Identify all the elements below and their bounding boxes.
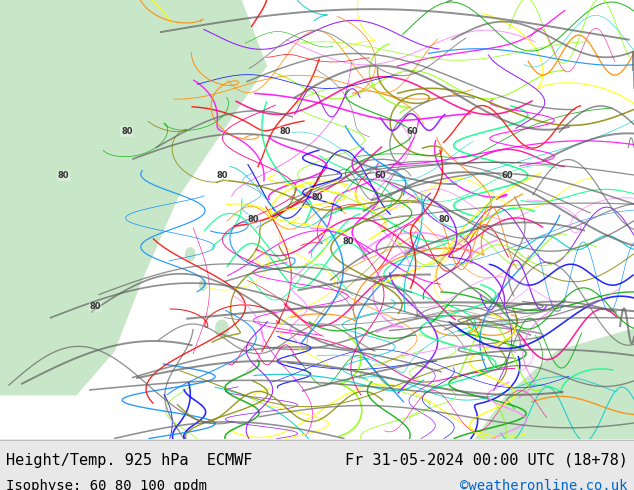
Ellipse shape — [105, 167, 124, 202]
Text: ©weatheronline.co.uk: ©weatheronline.co.uk — [460, 479, 628, 490]
Text: 80: 80 — [89, 302, 101, 312]
Text: 60: 60 — [501, 171, 513, 180]
Text: 80: 80 — [58, 171, 69, 180]
Text: Isophyse: 60 80 100 gpdm: Isophyse: 60 80 100 gpdm — [6, 479, 207, 490]
Text: Height/Temp. 925 hPa  ECMWF: Height/Temp. 925 hPa ECMWF — [6, 453, 253, 468]
Text: 80: 80 — [343, 237, 354, 245]
Text: 80: 80 — [311, 193, 323, 202]
Text: 60: 60 — [406, 127, 418, 136]
Polygon shape — [0, 0, 266, 395]
Text: Fr 31-05-2024 00:00 UTC (18+78): Fr 31-05-2024 00:00 UTC (18+78) — [345, 453, 628, 468]
Text: 80: 80 — [216, 171, 228, 180]
Text: 80: 80 — [438, 215, 450, 224]
Text: 80: 80 — [121, 127, 133, 136]
Ellipse shape — [200, 280, 206, 291]
Text: 60: 60 — [375, 171, 386, 180]
Ellipse shape — [185, 248, 195, 261]
Text: 80: 80 — [280, 127, 291, 136]
Text: 80: 80 — [248, 215, 259, 224]
Ellipse shape — [216, 320, 228, 338]
Polygon shape — [476, 329, 634, 439]
